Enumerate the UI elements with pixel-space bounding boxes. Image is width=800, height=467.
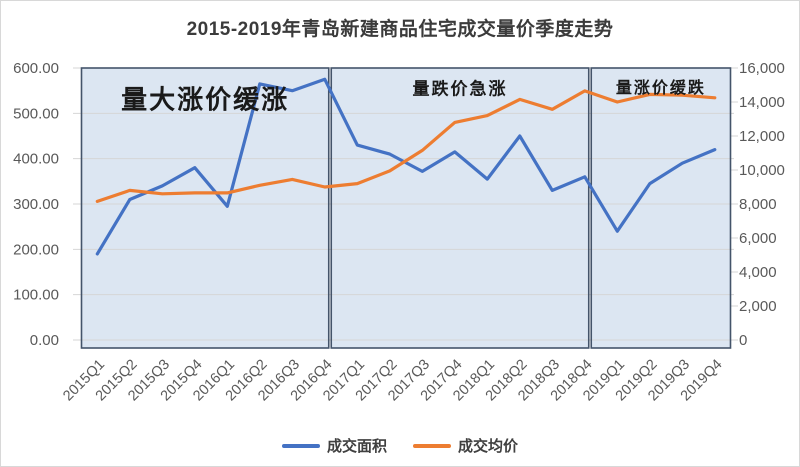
y-axis-label-right: 8,000	[739, 196, 777, 213]
legend-label-price: 成交均价	[458, 438, 519, 455]
region-box-border	[80, 67, 330, 349]
price-line-swatch	[413, 443, 451, 448]
volume-series-line	[95, 77, 717, 256]
y-axis-label-right: 10,000	[739, 162, 785, 179]
region-box	[591, 68, 731, 348]
y-axis-label-left: 500.00	[13, 105, 59, 122]
region-box-border	[590, 67, 732, 349]
chart-title: 2015-2019年青岛新建商品住宅成交量价季度走势	[186, 19, 614, 40]
y-axis-label-left: 0.00	[30, 332, 59, 349]
y-axis-label-right: 2,000	[739, 298, 777, 315]
legend-item-price: 成交均价	[413, 435, 518, 456]
region-box	[81, 68, 329, 348]
legend-item-volume: 成交面积	[281, 435, 387, 456]
y-axis-label-left: 600.00	[13, 60, 59, 77]
annotation-text: 量涨价缓跌	[616, 78, 706, 97]
y-axis-label-right: 14,000	[739, 94, 785, 111]
annotation-text: 量大涨价缓涨	[121, 84, 289, 114]
y-axis-label-right: 6,000	[739, 230, 777, 247]
y-axis-label-right: 4,000	[739, 264, 777, 281]
y-axis-label-left: 300.00	[13, 196, 59, 213]
y-axis-label-right: 12,000	[739, 128, 785, 145]
price-series-line	[95, 89, 717, 203]
y-axis-label-left: 200.00	[13, 241, 59, 258]
region-box	[331, 68, 589, 348]
legend-label-volume: 成交面积	[326, 438, 387, 455]
y-axis-label-right: 0	[739, 332, 747, 349]
region-box-border	[330, 67, 590, 349]
legend: 成交面积 成交均价	[1, 435, 799, 456]
y-axis-label-right: 16,000	[739, 60, 785, 77]
y-axis-label-left: 100.00	[13, 287, 59, 304]
y-axis-label-left: 400.00	[13, 151, 59, 168]
volume-line-swatch	[281, 443, 320, 448]
annotation-text: 量跌价急涨	[413, 78, 508, 98]
